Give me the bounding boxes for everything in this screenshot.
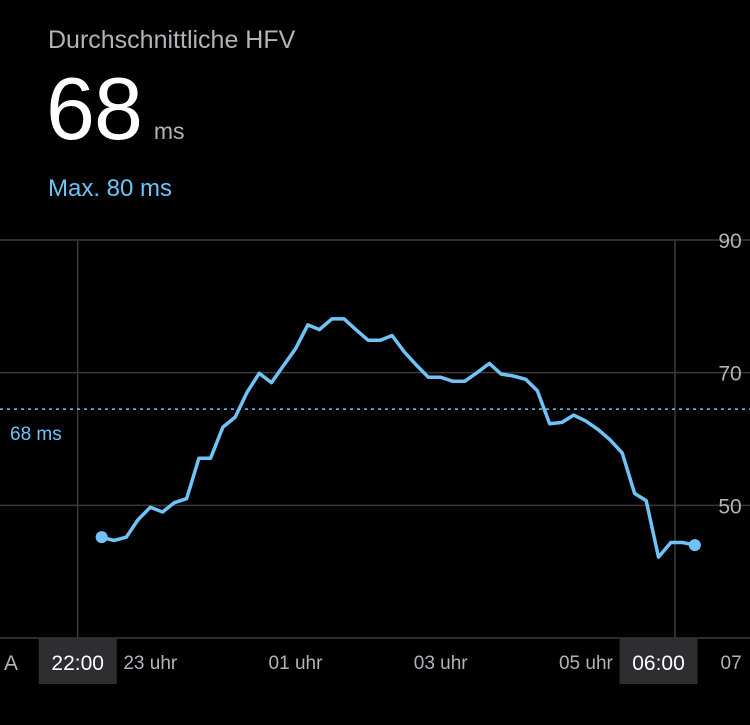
max-value-label: Max. 80 ms	[48, 175, 173, 202]
x-tick-label-highlight[interactable]: 22:00	[51, 652, 104, 675]
x-tick-highlight-box[interactable]	[619, 638, 698, 684]
y-tick-label: 70	[718, 363, 741, 386]
series-start-point	[95, 531, 108, 544]
average-line-label: 68 ms	[10, 424, 62, 445]
value-unit: ms	[153, 118, 185, 144]
x-tick-label: 23 uhr	[123, 653, 178, 674]
x-tick-label-partial: A	[4, 652, 18, 675]
metric-value-row: 68 ms	[46, 58, 185, 160]
x-tick-label: 05 uhr	[559, 653, 614, 674]
x-tick-label-highlight[interactable]: 06:00	[632, 652, 685, 675]
metric-title: Durchschnittliche HFV	[48, 26, 296, 54]
y-tick-label: 50	[718, 495, 741, 518]
y-tick-label: 90	[718, 230, 741, 253]
series-end-point	[688, 539, 701, 552]
x-tick-label: 07	[721, 653, 742, 674]
series-line	[99, 317, 697, 559]
x-tick-label: 01 uhr	[269, 653, 324, 674]
x-tick-label: 03 uhr	[414, 653, 469, 674]
x-tick-highlight-box[interactable]	[38, 638, 117, 684]
average-value: 68	[46, 59, 143, 158]
